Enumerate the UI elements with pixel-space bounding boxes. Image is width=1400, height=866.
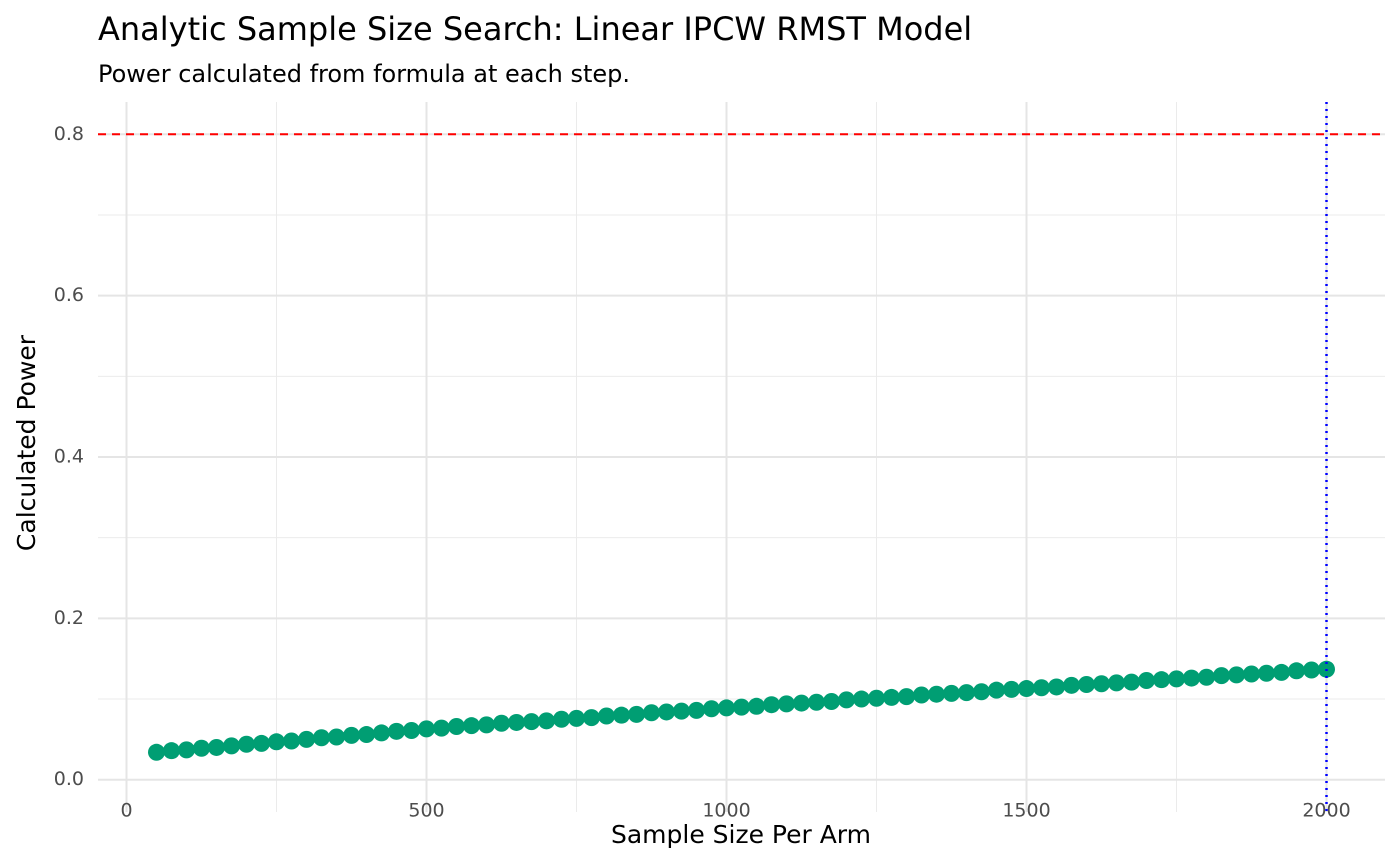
point: [883, 688, 900, 706]
point: [568, 709, 585, 727]
point: [373, 724, 390, 742]
point: [478, 716, 495, 734]
point: [598, 707, 615, 725]
point: [1093, 675, 1110, 693]
point: [778, 695, 795, 713]
point: [1273, 663, 1290, 681]
point: [1033, 679, 1050, 697]
point: [718, 699, 735, 717]
point: [433, 719, 450, 737]
point: [943, 684, 960, 702]
point: [1303, 661, 1320, 679]
x-tick-label: 1500: [1002, 800, 1050, 822]
chart-subtitle: Power calculated from formula at each st…: [98, 60, 630, 88]
point: [868, 689, 885, 707]
point: [958, 684, 975, 702]
point: [493, 714, 510, 732]
point: [343, 726, 360, 744]
point: [673, 702, 690, 720]
point: [238, 735, 255, 753]
point: [508, 713, 525, 731]
point: [1258, 664, 1275, 682]
point: [988, 681, 1005, 699]
point: [1018, 680, 1035, 698]
point: [1063, 676, 1080, 694]
y-axis-title: Calculated Power: [12, 334, 41, 551]
point: [208, 738, 225, 756]
point: [148, 743, 165, 761]
point: [1003, 680, 1020, 698]
point: [1123, 673, 1140, 691]
point: [1138, 671, 1155, 689]
point: [298, 730, 315, 748]
point: [913, 686, 930, 704]
x-axis-title: Sample Size Per Arm: [611, 820, 871, 849]
point: [388, 722, 405, 740]
point: [763, 696, 780, 714]
point: [1228, 666, 1245, 684]
point: [733, 698, 750, 716]
point: [793, 694, 810, 712]
point: [808, 693, 825, 711]
point: [628, 705, 645, 723]
point: [1153, 671, 1170, 689]
point: [253, 734, 270, 752]
x-tick-label: 1000: [702, 800, 750, 822]
point: [973, 683, 990, 701]
point: [1288, 662, 1305, 680]
point: [313, 729, 330, 747]
point: [268, 733, 285, 751]
point: [1168, 670, 1185, 688]
y-tick-label: 0.4: [54, 446, 84, 468]
point: [1108, 674, 1125, 692]
point: [178, 741, 195, 759]
point: [748, 697, 765, 715]
point: [463, 717, 480, 735]
point: [853, 690, 870, 708]
point: [658, 703, 675, 721]
point: [838, 691, 855, 709]
point: [403, 722, 420, 740]
point: [358, 726, 375, 744]
point: [823, 692, 840, 710]
point: [193, 739, 210, 757]
point: [328, 728, 345, 746]
y-tick-label: 0.0: [54, 768, 84, 790]
y-tick-label: 0.6: [54, 284, 84, 306]
point: [613, 706, 630, 724]
point: [283, 732, 300, 750]
point: [223, 737, 240, 755]
point: [163, 742, 180, 760]
point: [703, 700, 720, 718]
point: [1213, 667, 1230, 685]
point: [553, 710, 570, 728]
chart-title: Analytic Sample Size Search: Linear IPCW…: [98, 10, 972, 48]
x-tick-label: 500: [408, 800, 444, 822]
point: [583, 709, 600, 727]
point: [448, 717, 465, 735]
point: [1183, 669, 1200, 687]
point: [928, 685, 945, 703]
point: [538, 712, 555, 730]
point: [898, 688, 915, 706]
point: [643, 704, 660, 722]
point: [523, 713, 540, 731]
point: [1198, 668, 1215, 686]
point: [418, 720, 435, 738]
y-tick-label: 0.8: [54, 123, 84, 145]
point: [1243, 665, 1260, 683]
y-tick-label: 0.2: [54, 607, 84, 629]
point: [688, 701, 705, 719]
x-tick-label: 0: [120, 800, 132, 822]
point: [1048, 678, 1065, 696]
point: [1078, 676, 1095, 694]
